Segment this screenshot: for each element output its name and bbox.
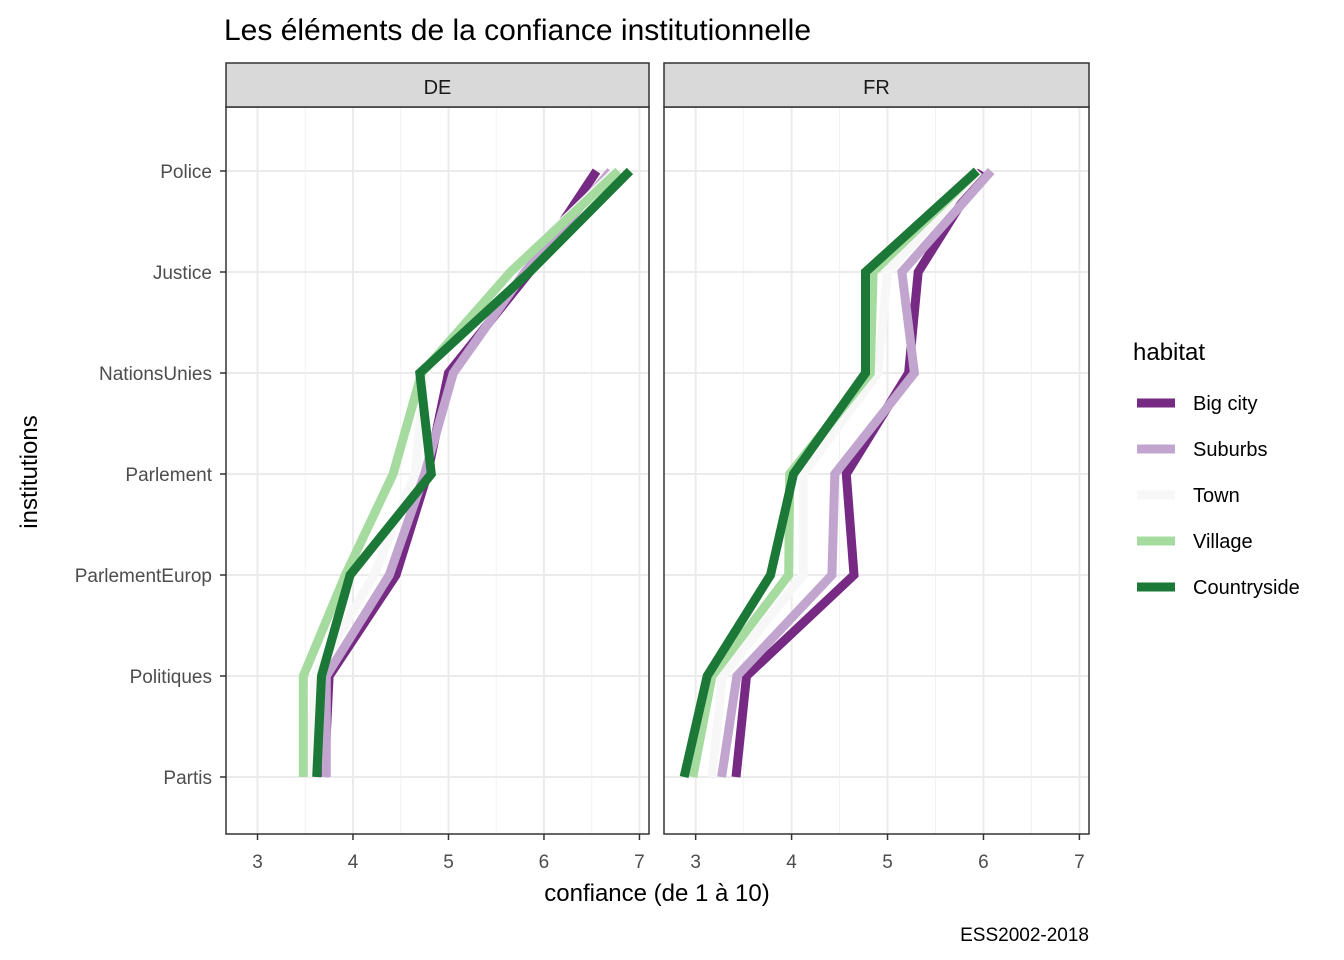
facet-strip xyxy=(225,62,650,108)
x-tick-label: 5 xyxy=(443,852,454,873)
x-tick-label: 5 xyxy=(882,852,893,873)
x-axis-title: confiance (de 1 à 10) xyxy=(544,880,769,907)
x-tick-label: 3 xyxy=(252,852,263,873)
y-tick-label: Justice xyxy=(153,263,212,284)
x-tick-label: 7 xyxy=(1074,852,1085,873)
legend-label: Countryside xyxy=(1193,577,1300,599)
legend-label: Village xyxy=(1193,531,1253,553)
y-axis: Police Justice NationsUnies Parlement Parlem… xyxy=(75,162,226,789)
series-line-big-city xyxy=(731,168,986,778)
y-tick-label: Police xyxy=(160,162,212,183)
legend-label: Big city xyxy=(1193,393,1257,415)
legend-title: habitat xyxy=(1133,339,1205,366)
y-tick-label: NationsUnies xyxy=(99,364,212,385)
facet-strip-label: FR xyxy=(863,77,890,99)
chart-title: Les éléments de la confiance institution… xyxy=(224,14,811,47)
panel-de: DE 3 4 5 6 7 xyxy=(225,62,650,873)
series-line-suburbs xyxy=(717,168,995,778)
x-tick-label: 4 xyxy=(348,852,359,873)
x-tick-label: 4 xyxy=(786,852,797,873)
series-line-countryside xyxy=(312,167,634,778)
series-line-village xyxy=(298,167,622,777)
y-tick-label: Politiques xyxy=(130,667,212,688)
y-tick-label: Partis xyxy=(163,768,212,789)
x-tick-label: 6 xyxy=(539,852,550,873)
legend-label: Town xyxy=(1193,485,1240,507)
caption: ESS2002-2018 xyxy=(960,925,1089,946)
y-axis-title: institutions xyxy=(16,415,43,528)
series-line-countryside xyxy=(679,167,980,779)
x-tick-label: 3 xyxy=(690,852,701,873)
y-tick-label: ParlementEurop xyxy=(75,566,212,587)
legend-label: Suburbs xyxy=(1193,439,1268,461)
y-tick-label: Parlement xyxy=(125,465,212,486)
facet-strip-label: DE xyxy=(424,77,452,99)
series-line-town xyxy=(707,167,983,778)
x-tick-label: 6 xyxy=(978,852,989,873)
facet-strip xyxy=(663,62,1090,108)
facet-panels: DE 3 4 5 6 7 FR 3 4 5 6 7 xyxy=(225,62,1090,873)
panel-fr: FR 3 4 5 6 7 xyxy=(663,62,1090,873)
x-tick-label: 7 xyxy=(634,852,645,873)
legend: habitat Big city Suburbs Town Village Countr… xyxy=(1133,339,1300,609)
